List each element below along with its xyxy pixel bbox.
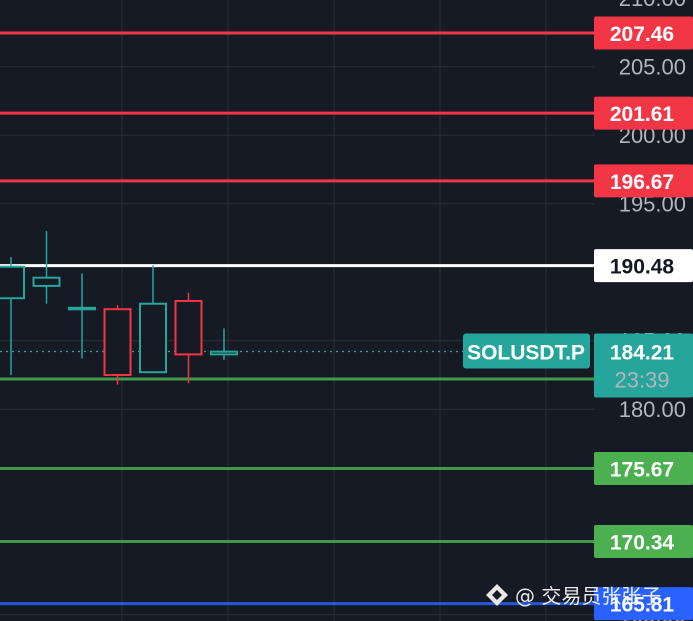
level-price-tag xyxy=(594,452,693,486)
candle-body[interactable] xyxy=(139,302,167,374)
diamond-logo-icon xyxy=(486,584,508,606)
level-price-label: 175.67 xyxy=(610,459,674,482)
watermark-text: @ 交易员张张子 xyxy=(515,584,661,608)
price-axis-tick: 210.00 xyxy=(619,0,686,11)
candle-body[interactable] xyxy=(0,265,25,300)
symbol-label: SOLUSDT.P xyxy=(467,342,585,365)
level-price-label: 196.67 xyxy=(610,171,674,194)
level-price-tag xyxy=(594,249,693,283)
candle-body[interactable] xyxy=(32,276,61,287)
candle-body[interactable] xyxy=(174,299,203,356)
symbol-tag[interactable] xyxy=(463,333,590,369)
price-axis-tick: 180.00 xyxy=(619,397,686,422)
price-axis-tick: 205.00 xyxy=(619,55,686,80)
level-price-tag xyxy=(594,16,693,50)
level-price-label: 165.81 xyxy=(610,594,675,617)
candle-body[interactable] xyxy=(210,350,238,356)
candle-body[interactable] xyxy=(68,306,96,311)
current-price-label: 184.21 xyxy=(610,342,675,365)
level-price-tag xyxy=(594,96,693,130)
level-price-label: 170.34 xyxy=(610,532,675,555)
current-price-tag xyxy=(594,333,693,398)
level-price-label: 201.61 xyxy=(610,103,675,126)
level-price-tag xyxy=(594,525,693,559)
level-price-tag xyxy=(594,587,693,621)
candle-body[interactable] xyxy=(103,308,132,376)
level-price-label: 207.46 xyxy=(610,23,674,46)
bar-countdown: 23:39 xyxy=(614,368,669,393)
level-price-label: 190.48 xyxy=(610,256,675,279)
level-price-tag xyxy=(594,164,693,198)
watermark: @ 交易员张张子 xyxy=(486,584,661,608)
